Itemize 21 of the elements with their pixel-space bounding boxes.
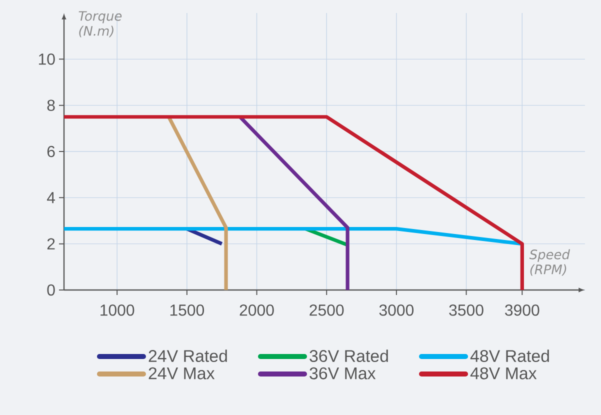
- y-tick-label: 2: [47, 238, 55, 250]
- x-tick-label: 2000: [240, 304, 274, 316]
- y-tick-label: 6: [47, 146, 55, 158]
- y-tick-label: 0: [47, 284, 55, 296]
- legend-label: 48V Rated: [470, 350, 549, 362]
- x-tick-label: 1000: [100, 304, 134, 316]
- legend-label: 36V Max: [310, 367, 376, 380]
- y-tick-label: 4: [46, 192, 56, 204]
- x-tick-label: 3000: [379, 304, 414, 316]
- legend-label: 48V Max: [470, 367, 537, 380]
- legend-label: 36V Rated: [310, 350, 388, 362]
- y-tick-label: 10: [38, 54, 55, 65]
- x-axis-title: Speed (RPM): [529, 249, 570, 276]
- x-tick-label: 3900: [505, 304, 540, 316]
- x-tick-label: 1500: [170, 304, 204, 316]
- x-tick-label: 3500: [449, 304, 484, 316]
- y-axis-title: Torque (N.m): [78, 11, 122, 38]
- y-tick-label: 8: [47, 100, 55, 111]
- x-tick-label: 2500: [310, 304, 344, 316]
- legend-label: 24V Max: [148, 367, 215, 380]
- legend-label: 24V Rated: [148, 350, 227, 362]
